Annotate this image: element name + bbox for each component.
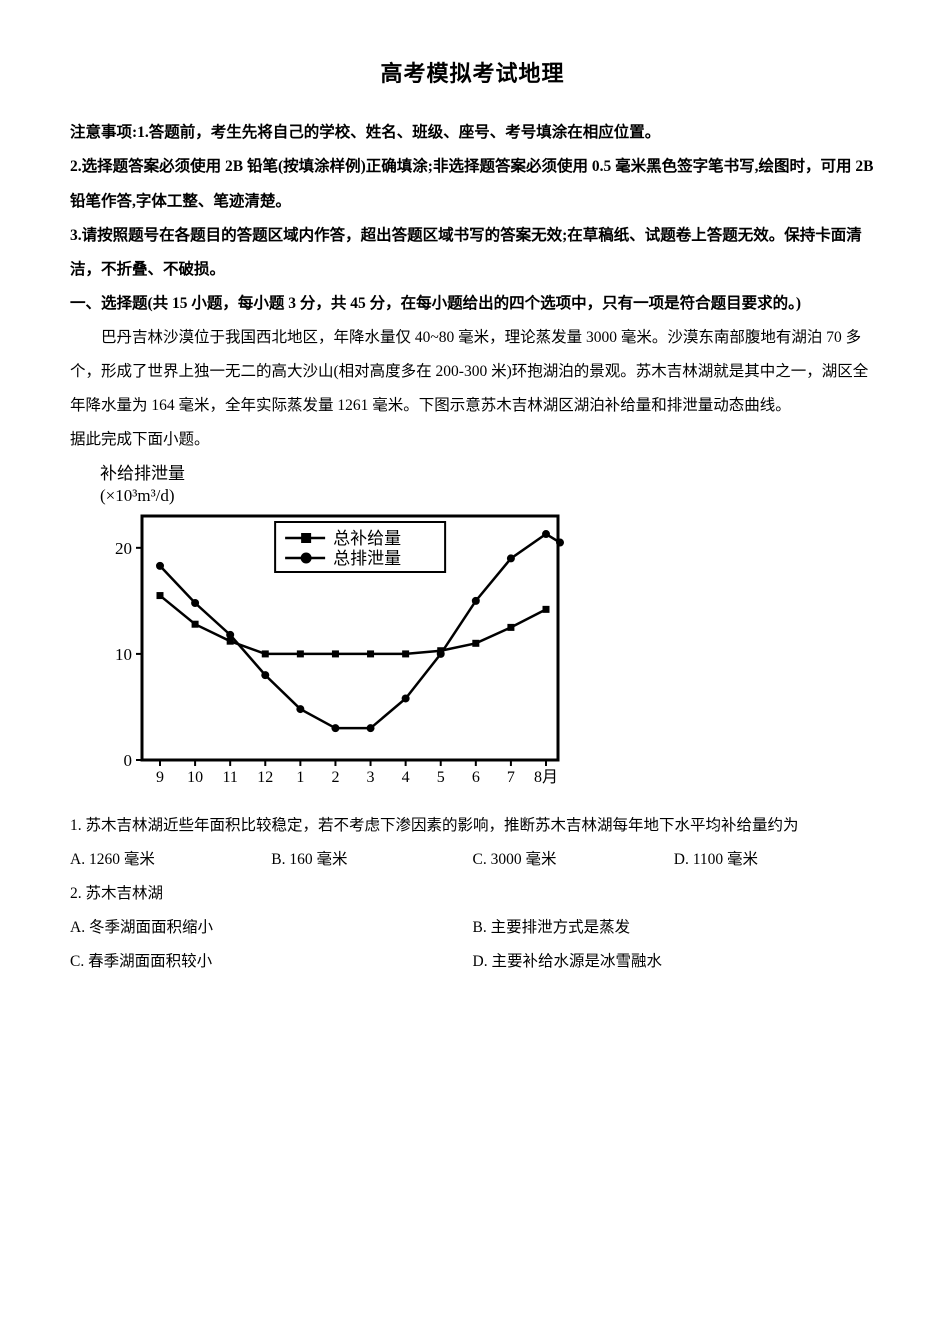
chart-y-label-line2: (×10³m³/d) (100, 486, 175, 505)
svg-text:2: 2 (331, 769, 339, 786)
q1-stem: 1. 苏木吉林湖近些年面积比较稳定，若不考虑下渗因素的影响，推断苏木吉林湖每年地… (70, 809, 875, 843)
q2-opt-d: D. 主要补给水源是冰雪融水 (473, 945, 876, 979)
passage-1: 巴丹吉林沙漠位于我国西北地区，年降水量仅 40~80 毫米，理论蒸发量 3000… (70, 321, 875, 423)
q1-options: A. 1260 毫米 B. 160 毫米 C. 3000 毫米 D. 1100 … (70, 843, 875, 877)
notice-block: 注意事项:1.答题前，考生先将自己的学校、姓名、班级、座号、考号填涂在相应位置。 (70, 116, 875, 150)
svg-text:总补给量: 总补给量 (333, 529, 401, 548)
q2-opt-a: A. 冬季湖面面积缩小 (70, 911, 473, 945)
chart-region: 补给排泄量 (×10³m³/d) 01020910111212345678月总补… (100, 463, 875, 801)
page-title: 高考模拟考试地理 (70, 50, 875, 98)
notice-3: 3.请按照题号在各题目的答题区域内作答，超出答题区域书写的答案无效;在草稿纸、试… (70, 219, 875, 287)
q2-opt-b: B. 主要排泄方式是蒸发 (473, 911, 876, 945)
svg-text:8月: 8月 (534, 769, 558, 786)
svg-text:9: 9 (156, 769, 164, 786)
chart-svg: 01020910111212345678月总补给量总排泄量 (100, 508, 570, 788)
svg-text:10: 10 (187, 769, 203, 786)
chart-box: 01020910111212345678月总补给量总排泄量 (100, 508, 570, 788)
svg-text:1: 1 (296, 769, 304, 786)
q1-opt-b: B. 160 毫米 (271, 843, 472, 877)
chart-y-label-line1: 补给排泄量 (100, 464, 185, 483)
svg-text:7: 7 (507, 769, 515, 786)
svg-text:0: 0 (124, 751, 133, 770)
q2-options-row1: A. 冬季湖面面积缩小 B. 主要排泄方式是蒸发 (70, 911, 875, 945)
chart-y-label: 补给排泄量 (×10³m³/d) (100, 463, 875, 506)
q2-options-row2: C. 春季湖面面积较小 D. 主要补给水源是冰雪融水 (70, 945, 875, 979)
notice-label: 注意事项: (70, 124, 137, 141)
svg-text:11: 11 (222, 769, 237, 786)
q1-opt-d: D. 1100 毫米 (674, 843, 875, 877)
q2-opt-c: C. 春季湖面面积较小 (70, 945, 473, 979)
svg-text:总排泄量: 总排泄量 (333, 549, 401, 568)
prompt-line: 据此完成下面小题。 (70, 423, 875, 457)
notice-1: 1.答题前，考生先将自己的学校、姓名、班级、座号、考号填涂在相应位置。 (137, 124, 660, 141)
svg-text:10: 10 (115, 645, 132, 664)
section-1-header: 一、选择题(共 15 小题，每小题 3 分，共 45 分，在每小题给出的四个选项… (70, 287, 875, 321)
svg-text:12: 12 (257, 769, 273, 786)
svg-text:4: 4 (402, 769, 410, 786)
q2-stem: 2. 苏木吉林湖 (70, 877, 875, 911)
svg-text:3: 3 (367, 769, 375, 786)
notice-2: 2.选择题答案必须使用 2B 铅笔(按填涂样例)正确填涂;非选择题答案必须使用 … (70, 150, 875, 218)
q1-opt-a: A. 1260 毫米 (70, 843, 271, 877)
q1-opt-c: C. 3000 毫米 (473, 843, 674, 877)
svg-text:20: 20 (115, 539, 132, 558)
svg-text:5: 5 (437, 769, 445, 786)
svg-text:6: 6 (472, 769, 480, 786)
